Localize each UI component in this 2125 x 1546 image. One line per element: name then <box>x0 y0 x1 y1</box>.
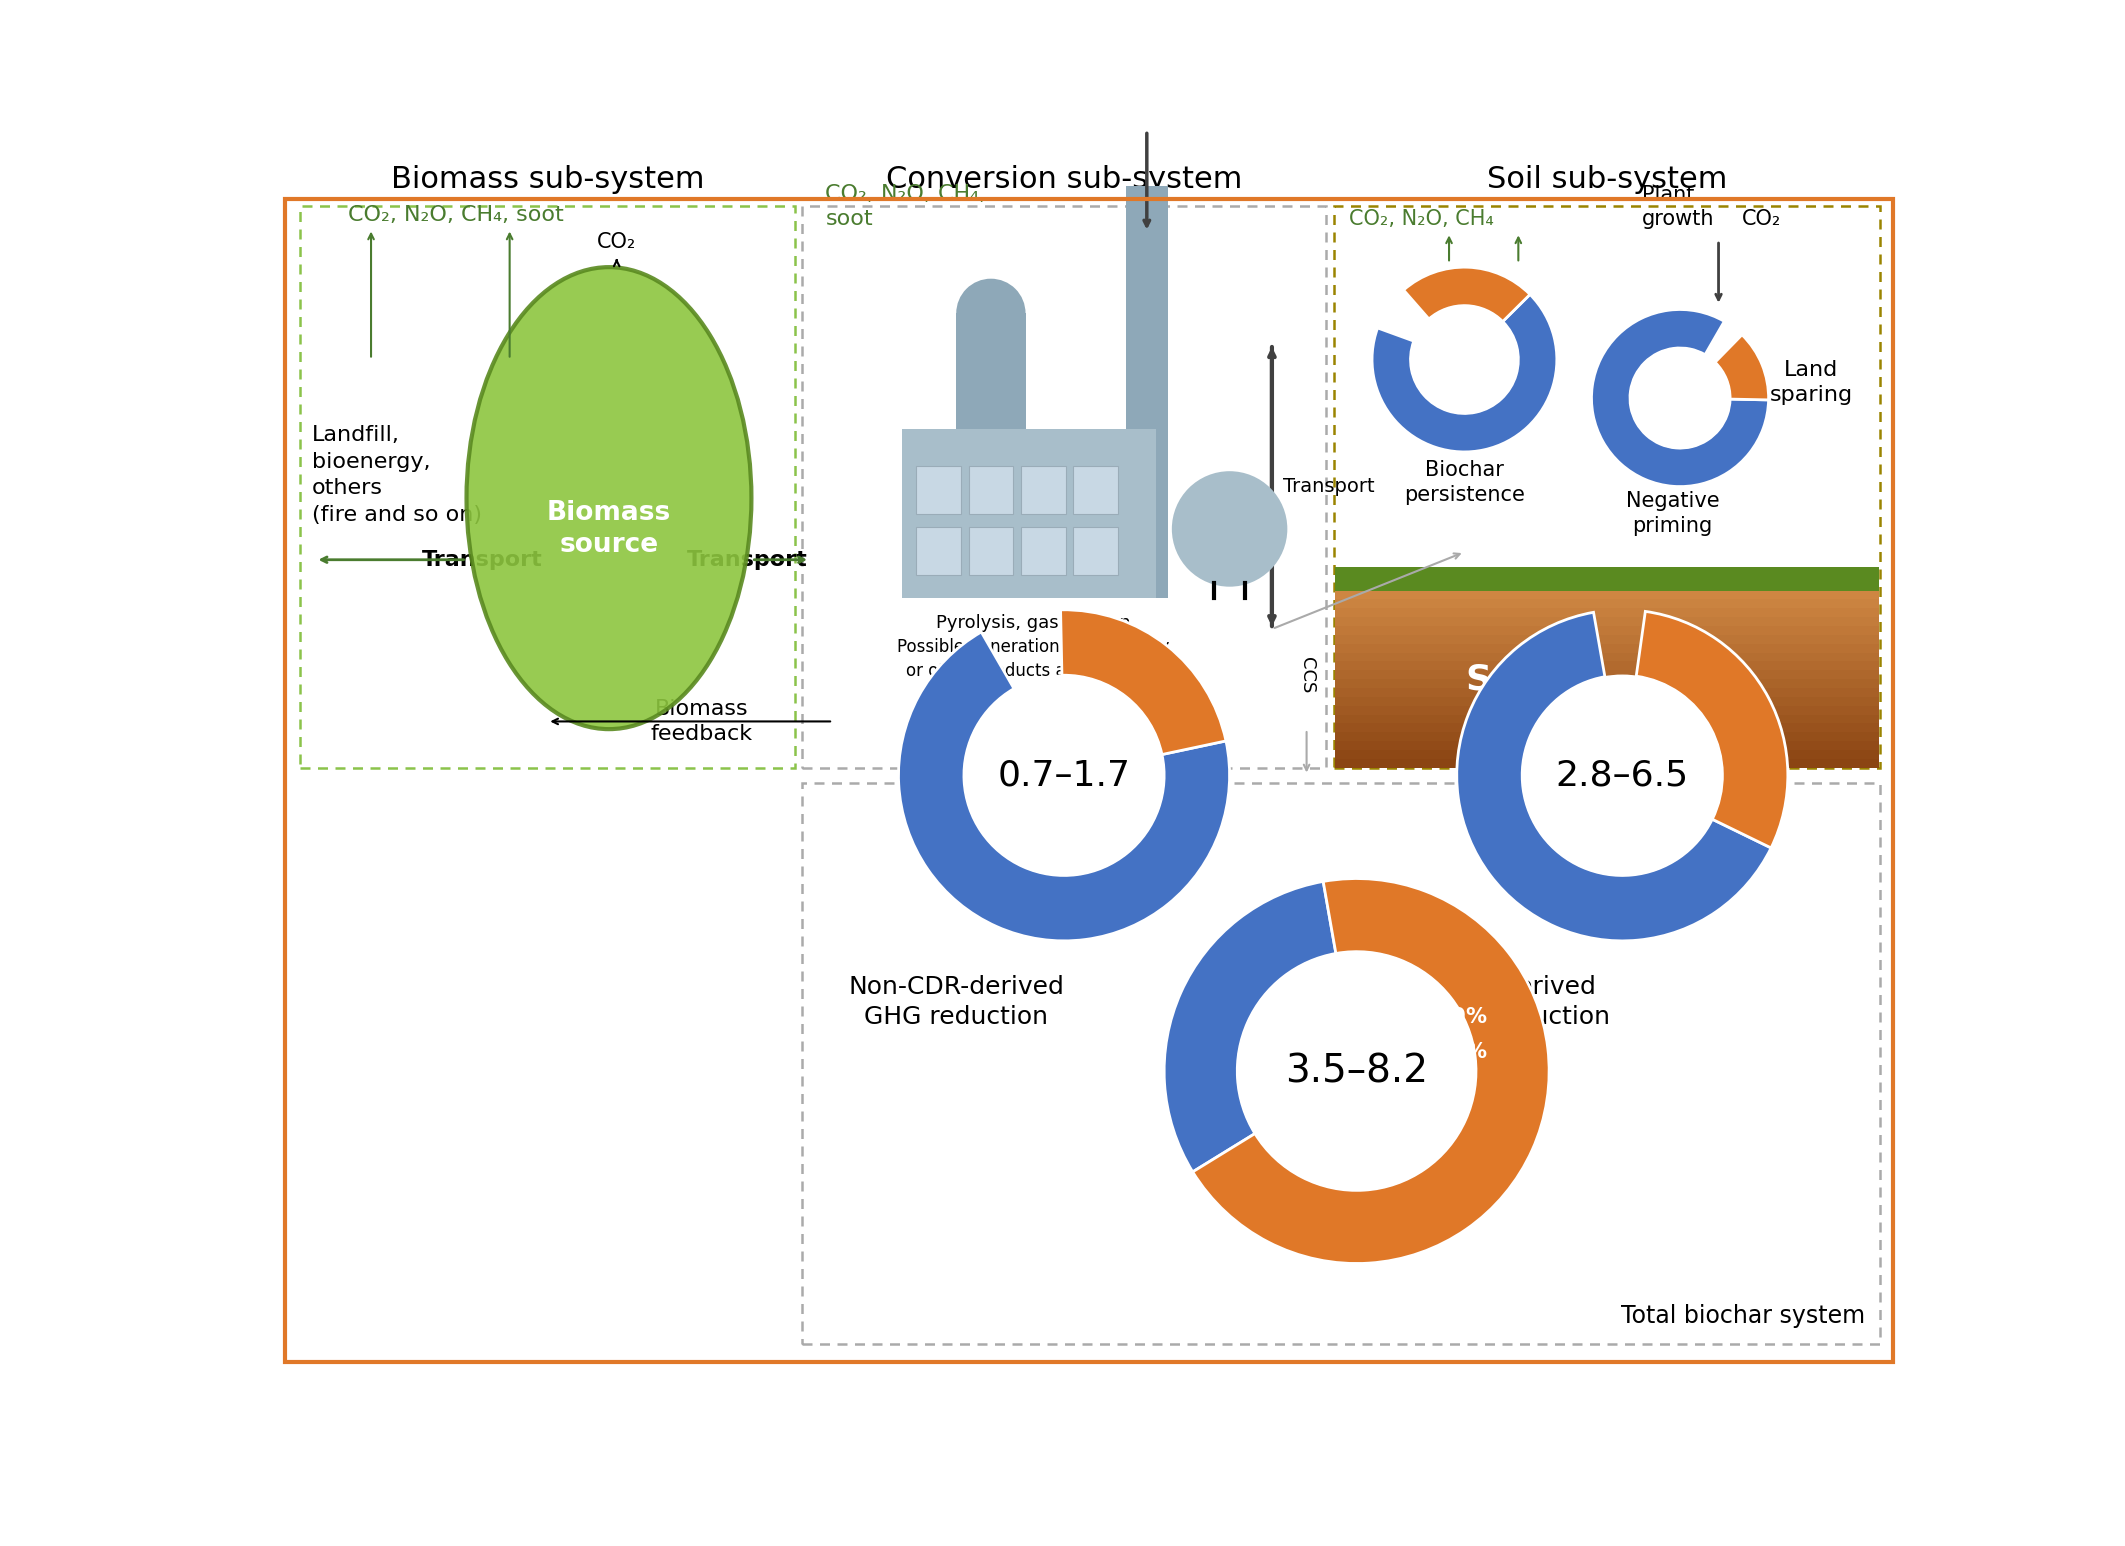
FancyBboxPatch shape <box>1073 465 1118 513</box>
Text: Transport: Transport <box>1284 478 1375 496</box>
FancyBboxPatch shape <box>1334 758 1878 768</box>
FancyBboxPatch shape <box>1334 679 1878 688</box>
Circle shape <box>1411 306 1519 413</box>
Text: Conversion sub-system: Conversion sub-system <box>886 165 1243 193</box>
Text: CO₂: CO₂ <box>597 232 635 252</box>
Text: Negative
priming: Negative priming <box>1626 492 1719 536</box>
FancyBboxPatch shape <box>1334 598 1878 608</box>
FancyBboxPatch shape <box>903 428 1156 598</box>
Text: Possible generation of bioenergy
or other products and offset of
fossil emission: Possible generation of bioenergy or othe… <box>897 638 1169 703</box>
Text: Non-CDR-derived
GHG reduction: Non-CDR-derived GHG reduction <box>848 976 1065 1028</box>
Text: Biomass
source: Biomass source <box>546 499 672 558</box>
Ellipse shape <box>468 267 752 730</box>
FancyBboxPatch shape <box>1334 643 1878 652</box>
Text: Transport: Transport <box>686 550 808 570</box>
FancyBboxPatch shape <box>1334 652 1878 662</box>
Text: CO₂, N₂O, CH₄, soot: CO₂, N₂O, CH₄, soot <box>348 204 563 224</box>
Text: Soil sub-system: Soil sub-system <box>1488 165 1728 193</box>
FancyBboxPatch shape <box>1126 152 1169 598</box>
FancyBboxPatch shape <box>1334 741 1878 750</box>
FancyBboxPatch shape <box>1334 696 1878 705</box>
Text: Pyrolysis, gasification: Pyrolysis, gasification <box>935 614 1130 632</box>
FancyBboxPatch shape <box>1334 634 1878 643</box>
Text: CDR-derived
GHG reduction: CDR-derived GHG reduction <box>1426 976 1611 1028</box>
Text: 3.5–8.2: 3.5–8.2 <box>1286 1051 1428 1090</box>
Wedge shape <box>1715 335 1768 400</box>
Text: Landfill,
bioenergy,
others
(fire and so on): Landfill, bioenergy, others (fire and so… <box>312 425 482 524</box>
Wedge shape <box>1458 612 1770 942</box>
Text: 0.7–1.7: 0.7–1.7 <box>997 759 1130 793</box>
Text: 50%: 50% <box>1436 1042 1487 1062</box>
Text: Total biochar system: Total biochar system <box>1621 1305 1866 1328</box>
FancyBboxPatch shape <box>956 314 1026 598</box>
FancyBboxPatch shape <box>1334 750 1878 759</box>
FancyBboxPatch shape <box>969 527 1014 575</box>
Text: 69%: 69% <box>1436 1006 1487 1027</box>
Wedge shape <box>1192 878 1549 1263</box>
Text: CCS: CCS <box>1298 657 1315 694</box>
Circle shape <box>965 676 1164 875</box>
FancyBboxPatch shape <box>1334 731 1878 741</box>
FancyBboxPatch shape <box>916 527 960 575</box>
Wedge shape <box>1405 267 1530 322</box>
FancyBboxPatch shape <box>1334 686 1878 697</box>
Text: Transport: Transport <box>421 550 542 570</box>
Text: Biochar
persistence: Biochar persistence <box>1405 461 1526 506</box>
FancyBboxPatch shape <box>1020 465 1065 513</box>
FancyBboxPatch shape <box>916 465 960 513</box>
Wedge shape <box>1164 881 1337 1172</box>
Circle shape <box>1630 348 1730 448</box>
Circle shape <box>956 278 1026 348</box>
Wedge shape <box>1060 609 1226 754</box>
Text: CO₂: CO₂ <box>1742 209 1781 229</box>
FancyBboxPatch shape <box>1334 660 1878 671</box>
FancyBboxPatch shape <box>1334 567 1878 591</box>
Text: 2.8–6.5: 2.8–6.5 <box>1556 759 1689 793</box>
Text: SOC: SOC <box>1464 662 1549 696</box>
Circle shape <box>1237 952 1477 1190</box>
Text: Land
sparing: Land sparing <box>1770 360 1853 405</box>
FancyBboxPatch shape <box>1334 625 1878 635</box>
Text: Biomass sub-system: Biomass sub-system <box>391 165 703 193</box>
Wedge shape <box>899 632 1230 942</box>
FancyBboxPatch shape <box>1334 722 1878 733</box>
Wedge shape <box>1636 611 1787 847</box>
Text: CO₂, N₂O, CH₄: CO₂, N₂O, CH₄ <box>1349 209 1494 229</box>
Text: Plant
growth: Plant growth <box>1640 186 1715 229</box>
FancyBboxPatch shape <box>1073 527 1118 575</box>
FancyBboxPatch shape <box>1334 714 1878 724</box>
Text: CO₂, N₂O, CH₄,
soot: CO₂, N₂O, CH₄, soot <box>824 184 986 229</box>
Wedge shape <box>1592 309 1768 487</box>
Circle shape <box>1171 472 1288 586</box>
FancyBboxPatch shape <box>1334 608 1878 617</box>
Circle shape <box>1522 676 1723 875</box>
FancyBboxPatch shape <box>1334 589 1878 600</box>
Text: Biomass
feedback: Biomass feedback <box>650 699 752 744</box>
FancyBboxPatch shape <box>1334 617 1878 626</box>
Circle shape <box>1126 130 1169 173</box>
FancyBboxPatch shape <box>1334 669 1878 679</box>
FancyBboxPatch shape <box>1020 527 1065 575</box>
FancyBboxPatch shape <box>1334 705 1878 714</box>
FancyBboxPatch shape <box>969 465 1014 513</box>
Wedge shape <box>1373 294 1558 451</box>
